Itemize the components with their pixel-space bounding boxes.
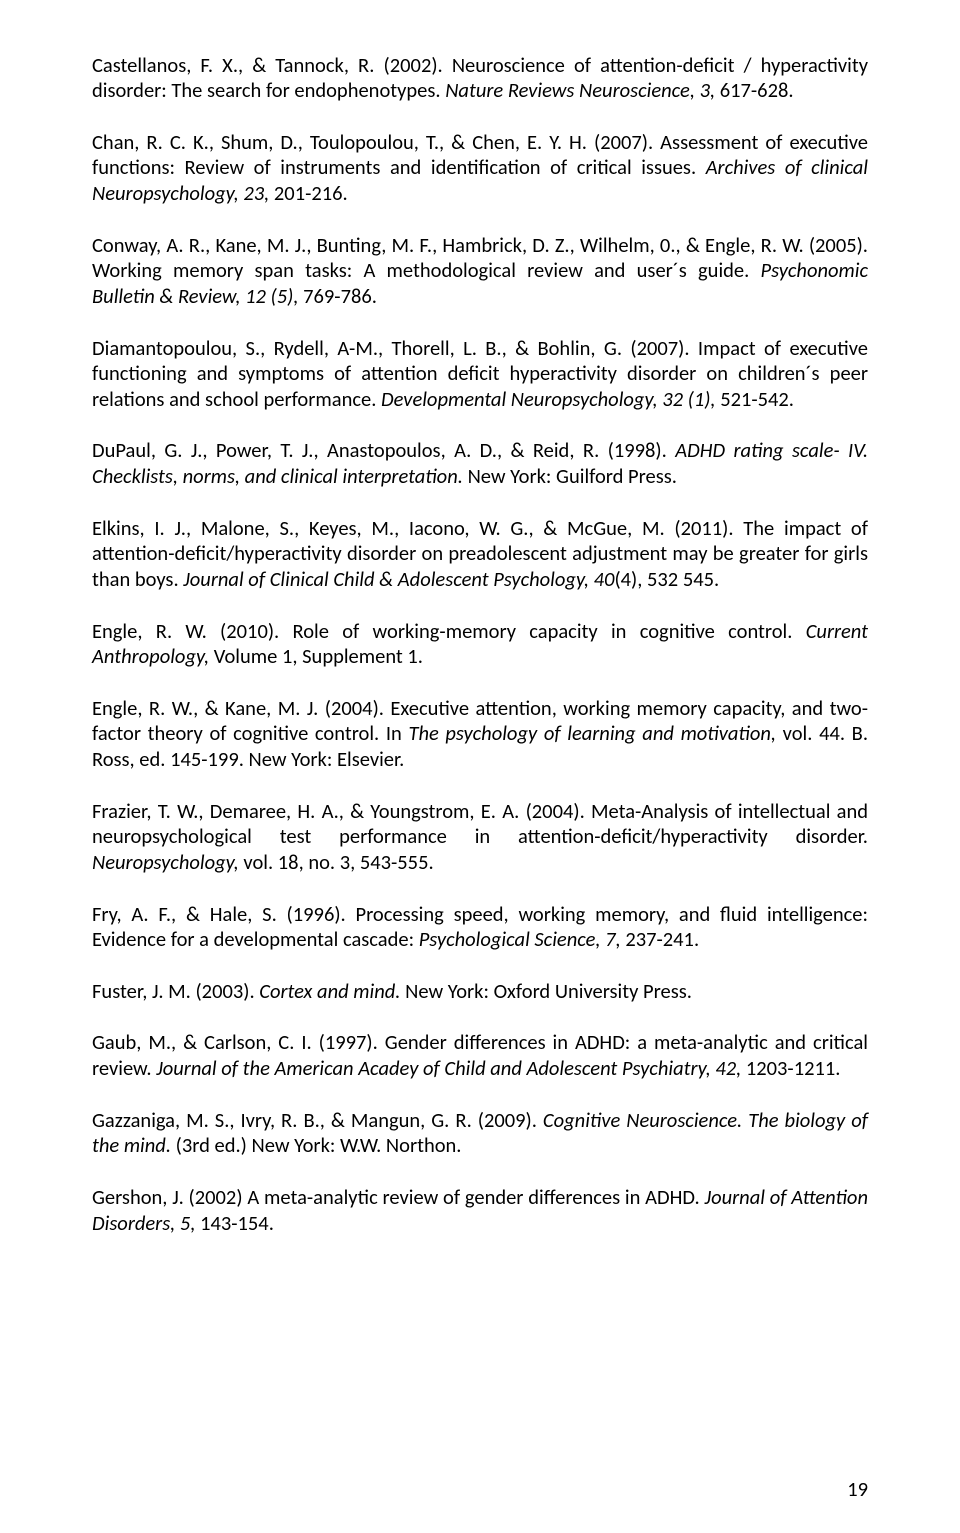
reference-entry: Diamantopoulou, S., Rydell, A-M., Thorel… [92,336,868,413]
reference-text-segment: 237-241. [625,926,699,952]
reference-text-segment: (3rd ed.) New York: W.W. Northon. [176,1132,462,1158]
reference-entry: Gaub, M., & Carlson, C. I. (1997). Gende… [92,1030,868,1081]
reference-entry: Conway, A. R., Kane, M. J., Bunting, M. … [92,233,868,310]
reference-italic-segment: Journal of the American Acadey of Child … [156,1055,746,1081]
reference-text-segment: Fuster, J. M. (2003). [92,978,259,1004]
reference-text-segment: vol. 18, no. 3, 543-555. [243,849,433,875]
reference-italic-segment: Neuropsychology, [92,849,243,875]
reference-entry: Chan, R. C. K., Shum, D., Toulopoulou, T… [92,130,868,207]
reference-text-segment: Volume 1, Supplement 1. [214,643,423,669]
references-list: Castellanos, F. X., & Tannock, R. (2002)… [92,53,868,1237]
reference-text-segment: Frazier, T. W., Demaree, H. A., & Youngs… [92,798,868,850]
reference-entry: DuPaul, G. J., Power, T. J., Anastopoulo… [92,438,868,489]
page: Castellanos, F. X., & Tannock, R. (2002)… [0,0,960,1533]
reference-italic-segment: Nature Reviews Neuroscience, 3, [445,77,720,103]
reference-text-segment: DuPaul, G. J., Power, T. J., Anastopoulo… [92,437,675,463]
reference-text-segment: Engle, R. W. (2010). Role of working-mem… [92,618,806,644]
page-number: 19 [847,1477,868,1503]
reference-text-segment: 1203-1211. [746,1055,841,1081]
reference-entry: Gazzaniga, M. S., Ivry, R. B., & Mangun,… [92,1108,868,1159]
reference-entry: Engle, R. W., & Kane, M. J. (2004). Exec… [92,696,868,773]
reference-text-segment: Gershon, J. (2002) A meta-analytic revie… [92,1184,705,1210]
reference-italic-segment: Cortex and mind. [259,978,405,1004]
reference-entry: Fuster, J. M. (2003). Cortex and mind. N… [92,979,868,1005]
reference-italic-segment: Journal of Clinical Child & Adolescent P… [183,566,614,592]
reference-text-segment: Conway, A. R., Kane, M. J., Bunting, M. … [92,232,868,284]
reference-text-segment: New York: Guilford Press. [468,463,677,489]
reference-entry: Fry, A. F., & Hale, S. (1996). Processin… [92,902,868,953]
reference-text-segment: Gazzaniga, M. S., Ivry, R. B., & Mangun,… [92,1107,543,1133]
reference-entry: Elkins, I. J., Malone, S., Keyes, M., Ia… [92,516,868,593]
reference-text-segment: (4), 532 545. [614,566,719,592]
reference-italic-segment: Psychological Science, 7, [419,926,626,952]
reference-text-segment: 143-154. [200,1210,274,1236]
reference-entry: Gershon, J. (2002) A meta-analytic revie… [92,1185,868,1236]
reference-italic-segment: Developmental Neuropsychology, 32 (1), [381,386,720,412]
reference-text-segment: 521-542. [720,386,794,412]
reference-text-segment: 769-786. [303,283,377,309]
reference-text-segment: 201-216. [274,180,348,206]
reference-entry: Castellanos, F. X., & Tannock, R. (2002)… [92,53,868,104]
reference-italic-segment: The psychology of learning and motivatio… [408,720,782,746]
reference-entry: Engle, R. W. (2010). Role of working-mem… [92,619,868,670]
reference-text-segment: New York: Oxford University Press. [405,978,692,1004]
reference-text-segment: 617-628. [720,77,794,103]
reference-entry: Frazier, T. W., Demaree, H. A., & Youngs… [92,799,868,876]
